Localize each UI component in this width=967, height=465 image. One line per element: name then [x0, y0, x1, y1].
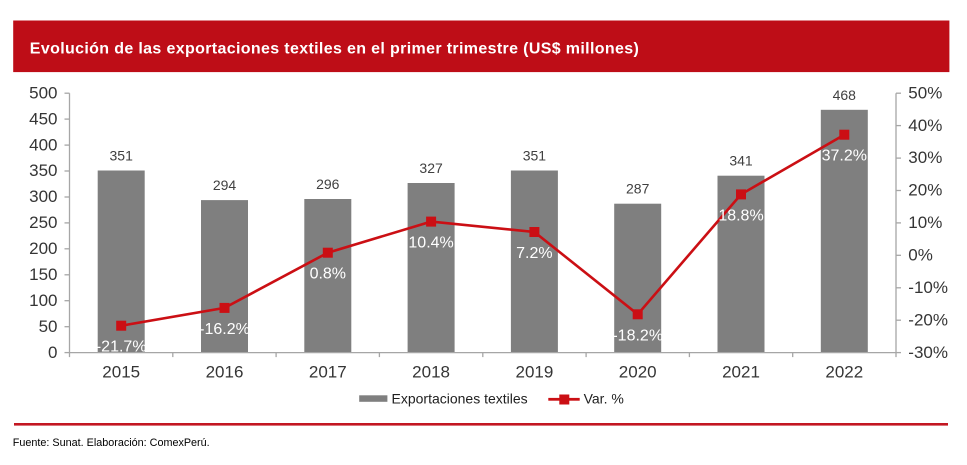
svg-text:50: 50 — [39, 317, 58, 336]
svg-text:20%: 20% — [908, 181, 942, 200]
svg-text:2021: 2021 — [722, 362, 760, 381]
svg-text:351: 351 — [523, 148, 547, 164]
svg-text:327: 327 — [419, 160, 443, 176]
svg-text:18.8%: 18.8% — [718, 207, 763, 224]
svg-text:2018: 2018 — [412, 362, 450, 381]
svg-text:37.2%: 37.2% — [822, 148, 867, 165]
svg-text:0.8%: 0.8% — [310, 266, 346, 283]
svg-text:341: 341 — [729, 153, 753, 169]
svg-text:50%: 50% — [908, 83, 942, 102]
svg-text:500: 500 — [29, 83, 57, 102]
svg-text:294: 294 — [213, 177, 237, 193]
svg-text:200: 200 — [29, 239, 57, 258]
svg-text:2022: 2022 — [825, 362, 863, 381]
svg-text:Exportaciones textiles: Exportaciones textiles — [392, 390, 528, 406]
svg-text:2016: 2016 — [206, 362, 244, 381]
svg-text:0: 0 — [48, 343, 57, 362]
svg-text:30%: 30% — [908, 148, 942, 167]
svg-text:450: 450 — [29, 109, 57, 128]
svg-text:Evolución de las exportaciones: Evolución de las exportaciones textiles … — [30, 41, 639, 58]
svg-text:Fuente: Sunat. Elaboración: Co: Fuente: Sunat. Elaboración: ComexPerú. — [13, 437, 210, 449]
svg-text:-10%: -10% — [908, 278, 948, 297]
svg-text:350: 350 — [29, 161, 57, 180]
svg-text:2017: 2017 — [309, 362, 347, 381]
svg-text:10%: 10% — [908, 213, 942, 232]
svg-text:-18.2%: -18.2% — [612, 327, 663, 344]
svg-text:-16.2%: -16.2% — [199, 321, 250, 338]
svg-text:40%: 40% — [908, 116, 942, 135]
svg-text:10.4%: 10.4% — [408, 235, 453, 252]
svg-text:7.2%: 7.2% — [516, 245, 552, 262]
svg-text:-21.7%: -21.7% — [96, 339, 147, 356]
svg-text:468: 468 — [833, 87, 857, 103]
svg-text:250: 250 — [29, 213, 57, 232]
svg-text:-30%: -30% — [908, 343, 948, 362]
svg-text:0%: 0% — [908, 246, 933, 265]
svg-text:296: 296 — [316, 176, 340, 192]
svg-text:300: 300 — [29, 187, 57, 206]
svg-text:287: 287 — [626, 181, 650, 197]
svg-text:351: 351 — [110, 148, 134, 164]
svg-text:2020: 2020 — [619, 362, 657, 381]
svg-text:-20%: -20% — [908, 310, 948, 329]
svg-text:100: 100 — [29, 291, 57, 310]
svg-text:150: 150 — [29, 265, 57, 284]
svg-text:2019: 2019 — [515, 362, 553, 381]
svg-text:Var. %: Var. % — [584, 390, 624, 406]
svg-text:2015: 2015 — [102, 362, 140, 381]
svg-text:400: 400 — [29, 135, 57, 154]
